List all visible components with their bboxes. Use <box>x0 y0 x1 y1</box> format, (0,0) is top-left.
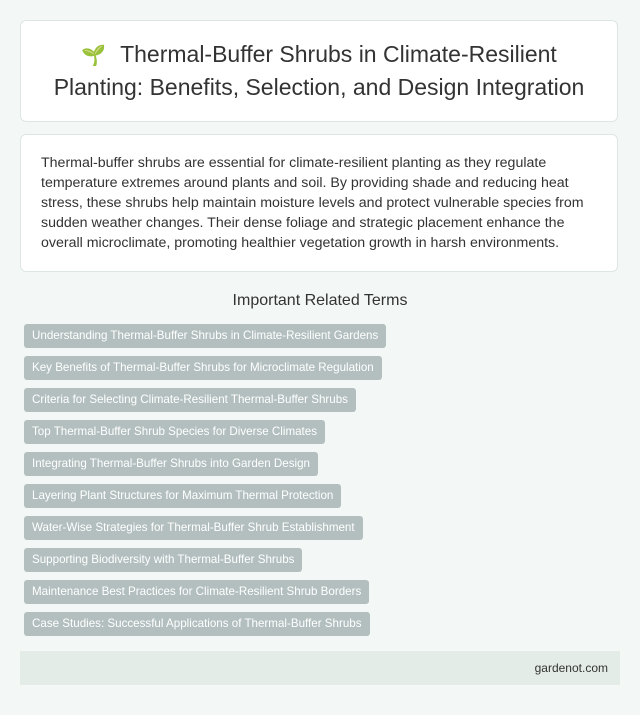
related-term-link[interactable]: Key Benefits of Thermal-Buffer Shrubs fo… <box>24 356 382 380</box>
page-title-text: Thermal-Buffer Shrubs in Climate-Resilie… <box>53 41 585 100</box>
related-term-link[interactable]: Criteria for Selecting Climate-Resilient… <box>24 388 356 412</box>
related-term-link[interactable]: Understanding Thermal-Buffer Shrubs in C… <box>24 324 387 348</box>
intro-card: Thermal-buffer shrubs are essential for … <box>20 134 618 272</box>
related-terms-heading: Important Related Terms <box>232 292 408 309</box>
footer: gardenot.com <box>20 651 620 685</box>
page-title: 🌱 Thermal-Buffer Shrubs in Climate-Resili… <box>21 39 617 103</box>
related-term-link[interactable]: Supporting Biodiversity with Thermal-Buf… <box>24 548 303 572</box>
related-term-link[interactable]: Case Studies: Successful Applications of… <box>24 612 370 636</box>
related-term-link[interactable]: Layering Plant Structures for Maximum Th… <box>24 484 342 508</box>
related-terms-list: Understanding Thermal-Buffer Shrubs in C… <box>24 324 387 644</box>
related-term-link[interactable]: Water-Wise Strategies for Thermal-Buffer… <box>24 516 363 540</box>
title-card: 🌱 Thermal-Buffer Shrubs in Climate-Resili… <box>20 20 618 122</box>
intro-text: Thermal-buffer shrubs are essential for … <box>41 155 584 251</box>
sprout-icon: 🌱 <box>81 45 107 67</box>
related-term-link[interactable]: Maintenance Best Practices for Climate-R… <box>24 580 370 604</box>
related-term-link[interactable]: Integrating Thermal-Buffer Shrubs into G… <box>24 452 318 476</box>
footer-site-link[interactable]: gardenot.com <box>534 661 608 675</box>
related-term-link[interactable]: Top Thermal-Buffer Shrub Species for Div… <box>24 420 326 444</box>
